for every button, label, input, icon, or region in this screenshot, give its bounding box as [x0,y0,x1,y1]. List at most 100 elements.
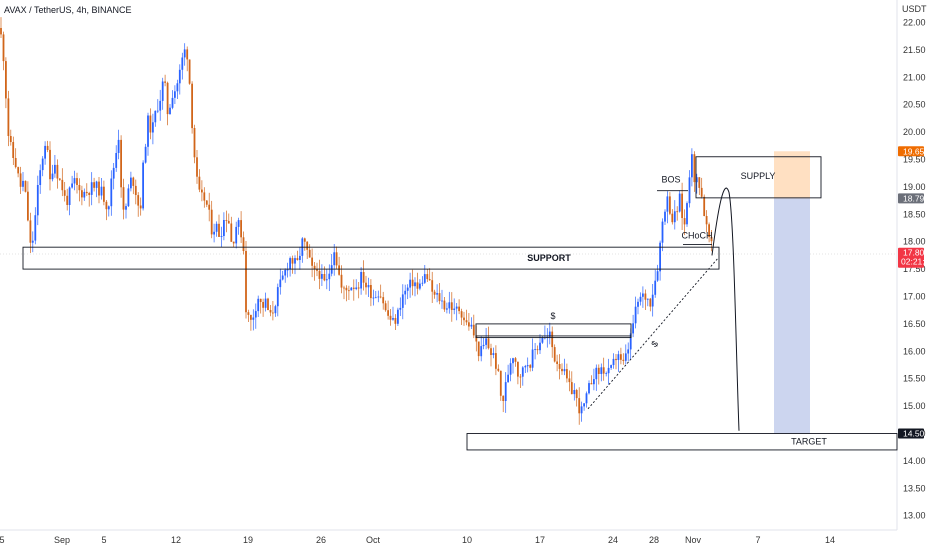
candle-body [541,337,544,343]
candle-body [142,162,144,209]
candle-body [585,393,588,404]
candle-body [588,383,590,394]
price-tag-box [898,247,924,268]
candle-body [159,100,162,111]
candle-body [230,223,233,242]
support-label: SUPPORT [527,253,571,263]
price-tick-label: 19.50 [903,155,926,165]
candle-body [276,287,279,307]
candle-body [240,220,242,238]
candle-body [607,367,610,374]
price-tick-label: 20.50 [903,100,926,110]
candle-body [693,154,696,183]
candle-body [419,283,421,289]
candle-body [566,369,568,379]
candle-body [379,296,382,298]
candle-body [156,110,159,112]
candle-body [548,331,551,337]
candle-body [193,128,196,158]
candle-body [482,344,485,347]
candle-body [17,167,20,174]
candle-body [480,346,483,357]
candle-body [624,353,627,361]
candle-body [644,293,647,300]
time-axis[interactable]: 5 Sep 5 12 19 26 Oct 10 17 24 28 Nov 7 14 [0,535,835,545]
candle-body [250,314,252,320]
candle-body [2,34,5,62]
candle-body [223,220,225,236]
candle-body [264,298,267,308]
candle-body [669,196,671,214]
price-tick-label: 15.00 [903,401,926,411]
candle-body [688,177,691,204]
candle-body [188,59,191,84]
choch-label: CHoCH [681,230,712,240]
candle-body [257,298,260,312]
candle-body [291,258,294,264]
candle-body [122,187,125,210]
candle-body [531,349,534,368]
candle-body [580,406,583,414]
candle-body [279,279,282,288]
candle-body [269,310,272,313]
zones-layer [774,151,810,434]
candle-body [12,142,15,158]
candle-body [661,221,664,243]
candle-body [443,300,446,310]
time-tick-label: 19 [243,535,253,545]
candle-body [468,322,470,327]
candle-body [242,237,245,251]
time-tick-label: 7 [755,535,760,545]
candle-body [649,298,652,307]
candle-body [281,275,284,280]
candle-body [487,338,490,349]
candle-body [678,193,681,212]
candle-body [93,182,95,188]
candle-body [22,180,24,187]
candle-body [600,367,603,374]
price-tick-label: 15.50 [903,374,926,384]
candle-body [617,354,620,360]
candle-body [215,223,218,232]
candle-body [509,363,512,375]
candle-body [164,81,166,83]
candle-body [622,359,625,361]
price-tick-label: 17.50 [903,264,926,274]
candle-body [289,258,291,270]
candle-body [36,185,39,216]
candle-body [100,186,103,196]
candle-body [502,395,505,401]
projected-path [711,187,740,431]
candle-body [524,366,527,368]
candle-body [602,367,605,374]
candle-body [352,287,355,289]
price-tag-label: 19.65 [903,146,925,156]
price-tag-box [898,146,924,157]
price-tag-label: 17.80 [903,248,925,258]
candle-body [597,367,600,374]
price-tick-label: 17.00 [903,292,926,302]
candle-body [61,179,64,191]
candle-body [147,115,149,147]
chart-title: AVAX / TetherUS, 4h, BINANCE [4,5,132,15]
candle-body [14,158,17,168]
candle-body [311,257,313,266]
candle-body [203,192,206,201]
candle-body [81,190,83,198]
candle-body [426,274,429,280]
candle-body [44,145,46,159]
candle-body [338,265,340,275]
candle-body [120,139,122,188]
candle-body [514,358,517,362]
candle-body [166,82,169,115]
liquidity-trend-label: $ [649,339,660,349]
candle-body [683,218,686,225]
candle-body [485,338,487,345]
candle-body [615,358,617,361]
candle-body [472,324,475,336]
candle-body [254,311,257,318]
candle-body [83,191,86,198]
candle-body [389,315,392,320]
